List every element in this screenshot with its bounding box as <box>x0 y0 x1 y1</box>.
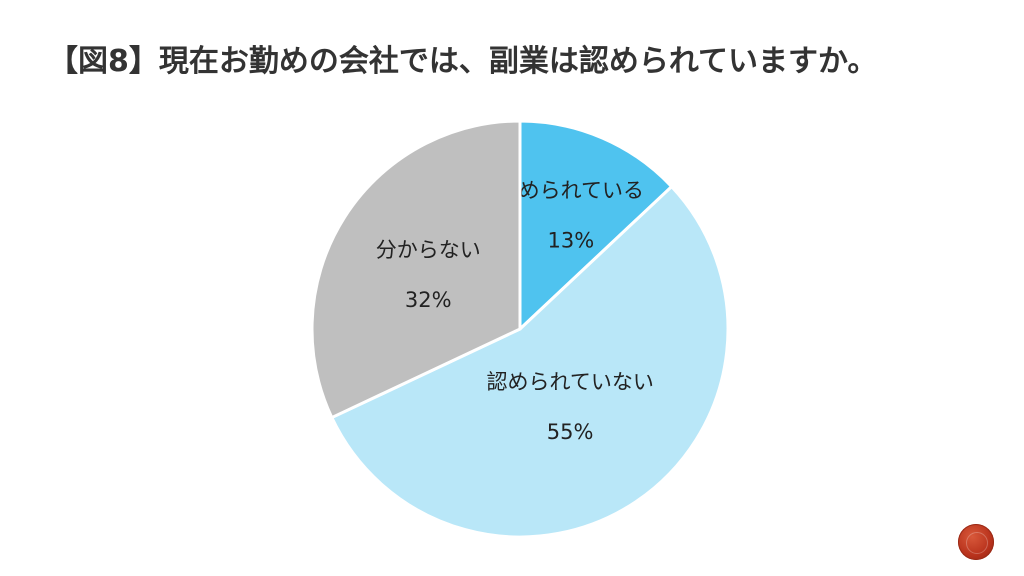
slice-name-label-0: 認められている <box>498 178 644 202</box>
chart-title: 【図8】現在お勤めの会社では、副業は認められていますか。 <box>48 44 878 79</box>
slice-percent-label-0: 13% <box>548 228 595 252</box>
slice-percent-label-2: 32% <box>405 288 452 312</box>
slice-name-label-1: 認められていない <box>486 370 653 394</box>
slice-name-label-2: 分からない <box>376 238 481 262</box>
pie-slice-1 <box>329 184 730 539</box>
pie-slice-2 <box>310 119 522 420</box>
slice-percent-label-1: 55% <box>547 420 594 444</box>
pie-slice-0 <box>518 119 674 333</box>
logo-badge <box>958 524 994 560</box>
